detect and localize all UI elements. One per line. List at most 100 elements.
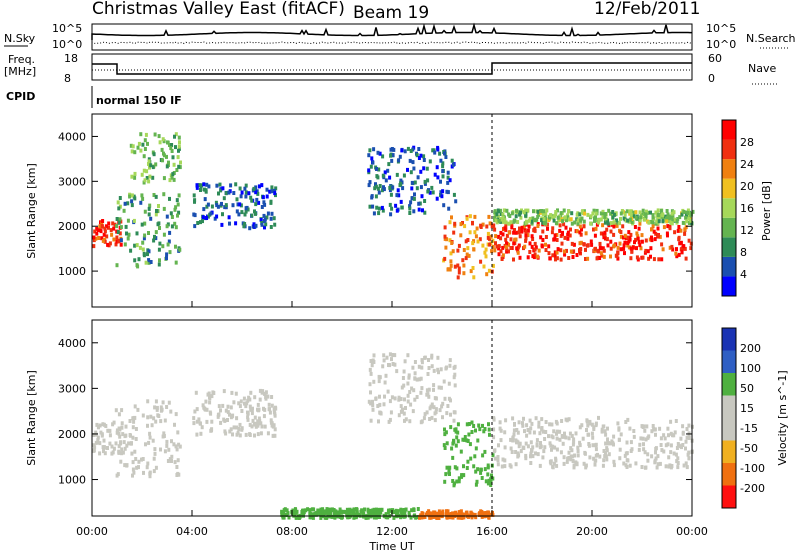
velocity-cell xyxy=(646,452,650,457)
power-cell xyxy=(505,208,509,213)
power-cell xyxy=(571,255,575,259)
velocity-cell xyxy=(662,433,666,438)
power-cell xyxy=(549,213,553,218)
velocity-cell xyxy=(600,429,604,434)
power-cell xyxy=(622,243,626,248)
velocity-cell xyxy=(591,435,595,440)
velocity-cell xyxy=(409,402,413,407)
velocity-cell xyxy=(304,508,308,513)
power-cell xyxy=(133,150,137,155)
velocity-cell xyxy=(594,421,598,426)
power-cell xyxy=(675,247,678,252)
power-cell xyxy=(474,234,478,239)
velocity-cell xyxy=(605,446,609,451)
power-cell xyxy=(116,230,120,234)
velocity-cell xyxy=(402,411,406,416)
velocity-cell xyxy=(427,387,431,392)
velocity-cell xyxy=(558,437,562,442)
power-cell xyxy=(143,178,147,183)
velocity-cell xyxy=(396,513,400,518)
power-cell xyxy=(626,241,630,245)
velocity-cell xyxy=(123,463,127,468)
velocity-cell xyxy=(163,418,167,423)
power-cell xyxy=(149,163,153,168)
power-cell xyxy=(556,215,560,220)
power-cell xyxy=(536,209,540,214)
velocity-cell xyxy=(326,508,330,513)
velocity-cell xyxy=(102,445,106,450)
power-cell xyxy=(494,234,498,239)
velocity-cell xyxy=(515,428,519,432)
power-cell xyxy=(262,200,266,205)
velocity-cell xyxy=(427,513,431,518)
power-cell xyxy=(578,224,582,229)
power-cell xyxy=(95,226,99,231)
power-cell xyxy=(397,158,401,163)
power-cell xyxy=(479,259,483,264)
power-cell xyxy=(611,215,615,220)
power-cell xyxy=(691,209,695,214)
velocity-cell xyxy=(462,473,466,478)
power-cell xyxy=(627,245,631,250)
velocity-cell xyxy=(439,513,443,518)
velocity-cell xyxy=(273,433,277,438)
velocity-cell xyxy=(677,443,681,448)
power-cell xyxy=(497,252,501,257)
velocity-cell xyxy=(399,507,403,512)
velocity-cell xyxy=(118,427,122,432)
power-cell xyxy=(165,252,169,257)
velocity-cell xyxy=(483,467,487,472)
velocity-cell xyxy=(337,511,341,516)
power-cell xyxy=(177,135,181,140)
velocity-cell xyxy=(509,437,513,442)
velocity-cell xyxy=(176,458,180,463)
velocity-cell xyxy=(503,445,507,450)
power-cell xyxy=(457,243,461,248)
velocity-cell xyxy=(244,404,248,409)
power-cell xyxy=(177,164,181,169)
power-cell xyxy=(555,250,559,255)
velocity-cell xyxy=(402,369,406,374)
power-cell xyxy=(592,227,595,232)
velocity-cell xyxy=(437,516,441,520)
velocity-cell xyxy=(120,451,124,456)
power-cell xyxy=(162,153,166,158)
power-cell xyxy=(665,209,669,213)
power-cell xyxy=(665,219,669,224)
velocity-cell xyxy=(367,399,371,404)
velocity-cell xyxy=(555,447,559,452)
velocity-cell xyxy=(477,423,481,428)
power-cell xyxy=(126,201,130,206)
power-cell xyxy=(247,191,251,196)
velocity-colorbar-swatch xyxy=(722,463,736,486)
power-cell xyxy=(264,222,268,227)
velocity-cell xyxy=(260,424,264,429)
power-cell xyxy=(147,212,151,217)
velocity-cell xyxy=(534,416,538,421)
velocity-cell xyxy=(132,470,136,475)
power-cell xyxy=(501,245,505,250)
power-cell xyxy=(504,237,508,242)
power-cell xyxy=(497,218,501,223)
power-cell xyxy=(152,152,156,157)
power-cell xyxy=(196,221,200,225)
velocity-ytick-label: 1000 xyxy=(58,474,86,487)
power-cell xyxy=(509,220,513,225)
power-cell xyxy=(649,219,653,224)
velocity-cell xyxy=(219,420,223,425)
velocity-cell xyxy=(449,512,452,517)
power-cell xyxy=(499,249,503,254)
velocity-cell xyxy=(287,515,291,520)
power-cell xyxy=(524,220,528,225)
power-cell xyxy=(516,250,520,255)
velocity-cell xyxy=(481,453,485,458)
power-cell xyxy=(243,212,247,217)
power-cell xyxy=(243,222,247,226)
power-cell xyxy=(392,147,396,152)
velocity-cell xyxy=(654,450,657,455)
velocity-cell xyxy=(640,465,644,469)
power-cell xyxy=(242,224,246,229)
power-cell xyxy=(253,209,256,214)
power-cell xyxy=(654,221,658,226)
velocity-cell xyxy=(399,397,403,401)
